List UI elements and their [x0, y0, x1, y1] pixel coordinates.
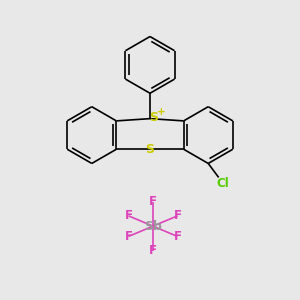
Text: F: F — [173, 230, 181, 243]
Text: +: + — [157, 107, 166, 117]
Text: F: F — [124, 209, 133, 222]
Text: Cl: Cl — [217, 177, 230, 190]
Text: F: F — [149, 244, 157, 257]
Text: F: F — [149, 195, 157, 208]
Text: S: S — [146, 143, 154, 156]
Text: F: F — [173, 209, 181, 222]
Text: Sb: Sb — [144, 220, 162, 232]
Text: S: S — [149, 111, 158, 124]
Text: F: F — [124, 230, 133, 243]
